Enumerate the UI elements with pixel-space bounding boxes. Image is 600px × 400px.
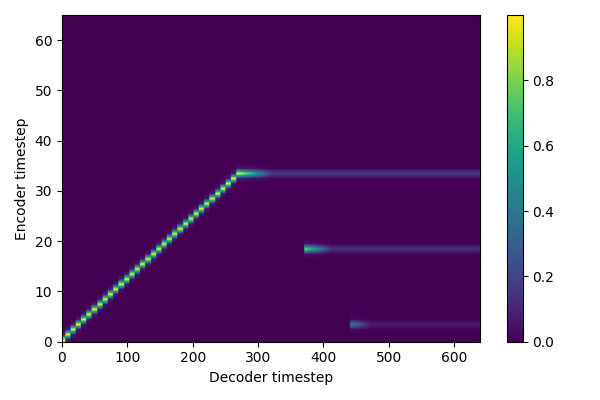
X-axis label: Decoder timestep: Decoder timestep (209, 371, 333, 385)
Y-axis label: Encoder timestep: Encoder timestep (15, 117, 29, 240)
